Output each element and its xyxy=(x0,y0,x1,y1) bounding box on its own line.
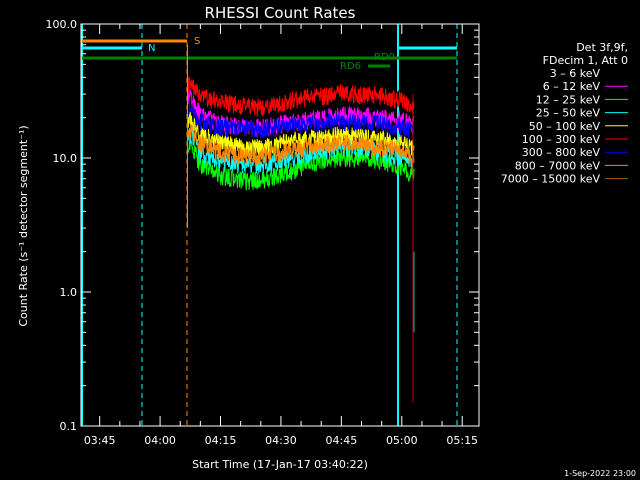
marker-label: RD0 xyxy=(374,52,395,63)
series-line xyxy=(187,111,415,158)
x-tick-label: 03:45 xyxy=(84,434,116,447)
legend-label: 50 – 100 keV xyxy=(529,120,601,133)
legend-label: 12 – 25 keV xyxy=(536,93,601,106)
series-line xyxy=(187,76,415,117)
series-line xyxy=(187,125,415,167)
legend-header: FDecim 1, Att 0 xyxy=(543,54,628,67)
x-tick-label: 04:45 xyxy=(326,434,358,447)
data-layer: N S RD6 RD0 xyxy=(81,24,458,426)
y-tick-label: 100.0 xyxy=(46,18,78,31)
legend-label: 25 – 50 keV xyxy=(536,107,601,120)
footer-date: 1-Sep-2022 23:00 xyxy=(564,469,636,478)
x-tick-label: 04:00 xyxy=(144,434,176,447)
y-tick-label: 0.1 xyxy=(60,420,78,433)
marker-label: N xyxy=(148,43,155,54)
x-tick-label: 05:15 xyxy=(446,434,478,447)
legend-label: 7000 – 15000 keV xyxy=(501,173,601,186)
series-line xyxy=(187,99,415,139)
y-axis-label: Count Rate (s⁻¹ detector segment⁻¹) xyxy=(17,125,30,326)
chart-title: RHESSI Count Rates xyxy=(205,4,356,22)
legend-label: 300 – 800 keV xyxy=(522,146,601,159)
axes: 0.1 1.0 10.0 100.0 03:45 04:00 04:15 04:30 04:45… xyxy=(46,18,480,447)
y-tick-label: 1.0 xyxy=(60,286,78,299)
legend-header: Det 3f,9f, xyxy=(576,41,628,54)
series-line xyxy=(187,127,415,174)
x-tick-label: 04:30 xyxy=(265,434,297,447)
legend-label: 800 – 7000 keV xyxy=(515,159,601,172)
marker-label: RD6 xyxy=(340,61,361,72)
x-tick-label: 04:15 xyxy=(205,434,237,447)
y-tick-label: 10.0 xyxy=(53,152,78,165)
marker-label: S xyxy=(194,36,200,47)
x-tick-label: 05:00 xyxy=(386,434,418,447)
series-line xyxy=(187,139,415,191)
legend-label: 100 – 300 keV xyxy=(522,133,601,146)
plot-frame xyxy=(80,23,480,427)
x-axis-label: Start Time (17-Jan-17 03:40:22) xyxy=(192,458,368,471)
legend-label: 3 – 6 keV xyxy=(550,67,601,80)
legend-label: 6 – 12 keV xyxy=(543,80,601,93)
